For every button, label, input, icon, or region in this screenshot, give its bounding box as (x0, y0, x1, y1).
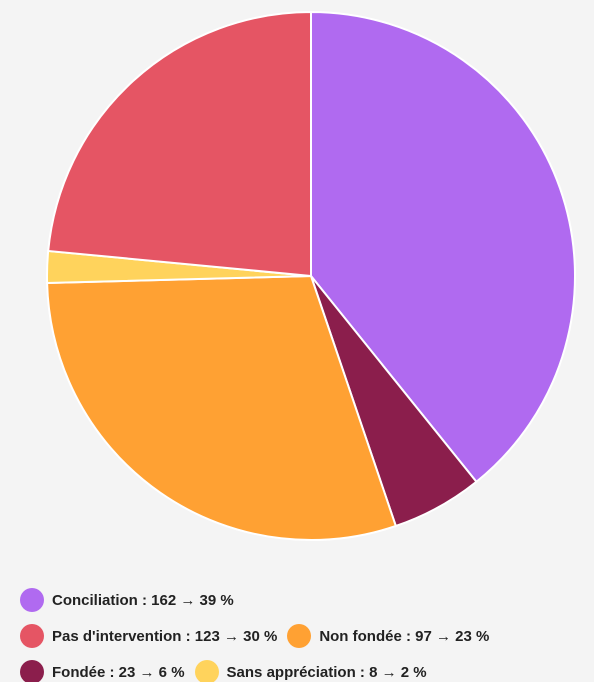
legend-item: Conciliation : 162 → 39 % (20, 588, 234, 612)
legend-label: Sans appréciation : 8 → 2 % (226, 663, 427, 681)
pie-slice (47, 10, 312, 278)
legend-label: Conciliation : 162 → 39 % (52, 591, 234, 609)
legend-row: Conciliation : 162 → 39 % (20, 582, 594, 618)
legend-swatch (20, 588, 44, 612)
legend-swatch (20, 660, 44, 682)
legend-item: Fondée : 23 → 6 % (20, 660, 185, 682)
pie-slice (310, 10, 576, 484)
legend-swatch (194, 660, 219, 682)
legend-swatch (287, 624, 312, 648)
legend-label: Non fondée : 97 → 23 % (319, 627, 490, 645)
legend-item: Sans appréciation : 8 → 2 % (194, 660, 427, 682)
legend-item: Pas d'intervention : 123 → 30 % (20, 624, 277, 648)
legend-row: Fondée : 23 → 6 % Sans appréciation : 8 →… (20, 654, 594, 682)
legend-label: Fondée : 23 → 6 % (52, 663, 185, 681)
legend-row: Pas d'intervention : 123 → 30 % Non fondé… (20, 618, 594, 654)
legend-item: Non fondée : 97 → 23 % (287, 624, 489, 648)
pie-slice (46, 274, 398, 541)
legend: Conciliation : 162 → 39 % Pas d'intervent… (20, 582, 594, 682)
pie-chart (46, 10, 576, 541)
legend-label: Pas d'intervention : 123 → 30 % (52, 627, 278, 645)
legend-swatch (20, 624, 44, 648)
